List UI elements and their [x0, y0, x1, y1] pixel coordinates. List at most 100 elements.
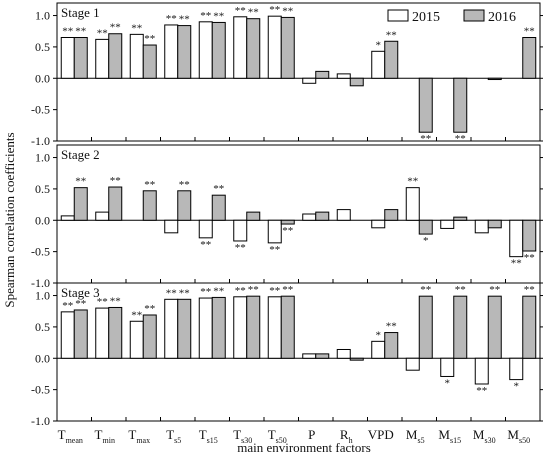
significance-mark: ** — [213, 183, 224, 195]
x-tick-label: Ts5 — [166, 427, 181, 445]
bar-2016 — [73, 309, 88, 359]
significance-mark: ** — [200, 239, 211, 251]
bar-2016 — [315, 353, 330, 359]
y-tick-label: 0.5 — [35, 40, 50, 54]
bar-2016 — [418, 295, 433, 359]
bar-2016 — [280, 219, 295, 225]
significance-mark: ** — [131, 309, 142, 321]
bar-2016 — [177, 298, 192, 359]
bar-2015 — [371, 340, 386, 359]
bar-2015 — [509, 219, 524, 258]
y-tick-label: -0.5 — [31, 103, 50, 117]
x-tick-label: Ms5 — [406, 427, 425, 445]
bar-2015 — [164, 24, 179, 79]
significance-mark: ** — [213, 10, 224, 22]
bar-2015 — [164, 298, 179, 359]
bar-2015 — [267, 219, 282, 244]
bar-2016 — [142, 190, 157, 221]
bar-2016 — [315, 211, 330, 221]
bar-2016 — [522, 295, 537, 359]
bar-2016 — [177, 190, 192, 221]
bar-2015 — [198, 219, 213, 239]
bar-2016 — [349, 77, 364, 87]
significance-mark: ** — [455, 284, 466, 296]
significance-mark: ** — [166, 287, 177, 299]
y-tick-label: 1.0 — [35, 151, 50, 165]
bar-2015 — [302, 213, 317, 221]
bar-2016 — [73, 187, 88, 221]
significance-mark: ** — [166, 13, 177, 25]
significance-mark: ** — [144, 179, 155, 191]
y-tick-label: 0.0 — [35, 351, 50, 365]
significance-mark: ** — [455, 133, 466, 145]
bar-2016 — [487, 77, 502, 81]
x-tick-label: Tmin — [95, 427, 115, 445]
significance-mark: ** — [110, 295, 121, 307]
x-tick-label: Tmean — [58, 427, 83, 445]
significance-mark: ** — [75, 298, 86, 310]
x-tick-label: VPD — [368, 427, 394, 442]
y-tick-label: -1.0 — [31, 134, 50, 148]
bar-2015 — [474, 357, 489, 385]
y-tick-label: 0.5 — [35, 320, 50, 334]
significance-mark: ** — [200, 286, 211, 298]
significance-mark: ** — [524, 252, 535, 264]
significance-mark: ** — [420, 284, 431, 296]
significance-mark: ** — [235, 242, 246, 254]
significance-mark: ** — [97, 296, 108, 308]
significance-mark: ** — [386, 321, 397, 333]
significance-mark: ** — [97, 27, 108, 39]
significance-mark: ** — [144, 303, 155, 315]
significance-mark: ** — [179, 14, 190, 26]
stage-label: Stage 2 — [61, 147, 100, 162]
panel-frame — [56, 2, 541, 142]
bar-2015 — [95, 38, 110, 79]
bar-2015 — [405, 187, 420, 221]
bar-2015 — [233, 219, 248, 242]
x-axis-title: main environment factors — [237, 440, 371, 455]
x-tick-label: Ts15 — [199, 427, 218, 445]
bar-2016 — [453, 295, 468, 359]
bar-2015 — [336, 209, 351, 221]
bar-2015 — [440, 357, 455, 377]
bar-2016 — [522, 37, 537, 79]
bar-2016 — [487, 219, 502, 229]
significance-mark: ** — [235, 285, 246, 297]
significance-mark: ** — [282, 284, 293, 296]
bar-2016 — [522, 219, 537, 252]
significance-mark: ** — [269, 244, 280, 256]
bar-2016 — [246, 211, 261, 221]
y-tick-label: -1.0 — [31, 414, 50, 428]
bar-2016 — [142, 314, 157, 359]
bar-2015 — [95, 307, 110, 359]
bar-2016 — [280, 295, 295, 359]
bar-2016 — [73, 37, 88, 79]
bar-2015 — [129, 33, 144, 79]
bar-2015 — [198, 297, 213, 359]
significance-mark: ** — [476, 385, 487, 397]
legend-label-2016: 2016 — [488, 10, 516, 25]
bar-2016 — [418, 219, 433, 235]
bar-2015 — [371, 50, 386, 79]
x-tick-label: Ms50 — [507, 427, 530, 445]
legend-swatch-2015 — [387, 9, 409, 22]
bar-2015 — [60, 215, 75, 221]
significance-mark: ** — [144, 33, 155, 45]
bar-2016 — [349, 357, 364, 361]
y-tick-label: -0.5 — [31, 383, 50, 397]
significance-mark: * — [376, 329, 382, 341]
legend-label-2015: 2015 — [412, 10, 440, 25]
bar-2016 — [211, 21, 226, 79]
bar-2015 — [405, 357, 420, 371]
bar-2015 — [129, 320, 144, 359]
bar-2015 — [371, 219, 386, 229]
x-tick-label: Ms15 — [438, 427, 461, 445]
significance-mark: ** — [75, 176, 86, 188]
bar-2016 — [384, 40, 399, 79]
x-tick-label: Ms30 — [473, 427, 496, 445]
significance-mark: ** — [248, 7, 259, 19]
bar-2015 — [95, 211, 110, 221]
